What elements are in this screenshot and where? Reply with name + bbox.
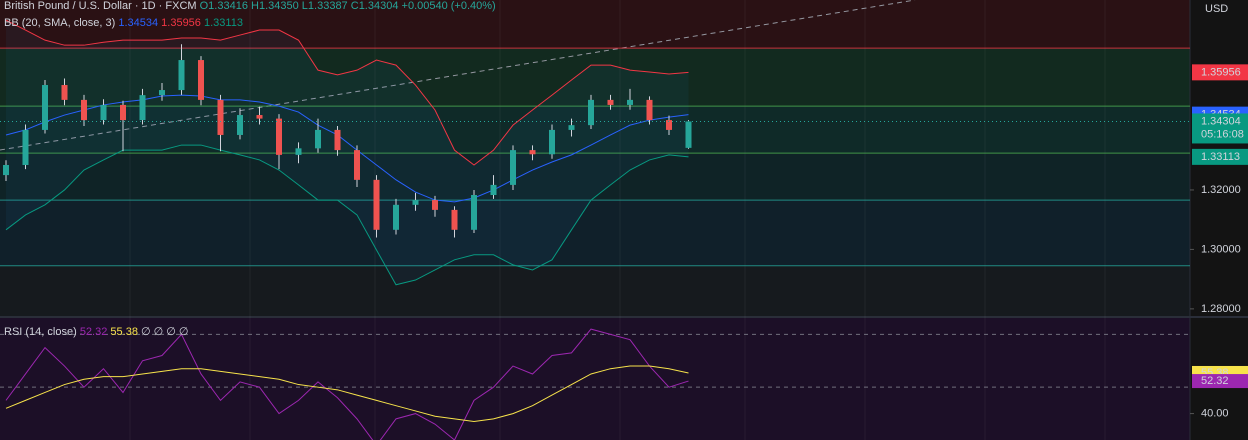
candle-body [334, 129, 341, 151]
price-plot [0, 19, 1190, 286]
candle-body [432, 200, 438, 210]
legend-item: +0.00540 (+0.40%) [402, 0, 496, 12]
legend-item: ∅ ∅ ∅ ∅ [141, 326, 189, 338]
price-badge-label: 1.33113 [1201, 151, 1240, 163]
candle-body [510, 150, 516, 185]
candle-body [373, 179, 380, 230]
legend-item: British Pound / U.S. Dollar · 1D · FXCM [4, 0, 197, 12]
rsi-badge [1192, 374, 1248, 389]
candle-body [100, 104, 107, 121]
legend-item: 55.38 [110, 326, 138, 338]
legend-item: O1.33416 [200, 0, 248, 12]
candle-body [315, 129, 321, 149]
legend-item: C1.34304 [351, 0, 399, 12]
candle-body [256, 115, 263, 119]
candle-body [666, 120, 672, 130]
legend-item: 52.32 [80, 326, 108, 338]
trend-line [0, 0, 916, 151]
candle-body [217, 99, 224, 135]
legend-item: L1.33387 [302, 0, 348, 12]
legend-item: 1.35956 [161, 17, 201, 29]
price-badge [1192, 64, 1248, 81]
candle-body [412, 200, 419, 205]
zone [0, 153, 1190, 200]
candle-body [61, 85, 68, 100]
zone [0, 0, 1190, 48]
legend-item: RSI (14, close) [4, 326, 77, 338]
price-badge-label: 1.34304 [1201, 115, 1241, 127]
candle-body [568, 125, 575, 130]
candle-body [607, 99, 614, 105]
countdown: 05:16:08 [1201, 128, 1244, 140]
candle-body [237, 115, 243, 135]
legend-row: BB (20, SMA, close, 3) 1.34534 1.35956 1… [4, 17, 243, 29]
v-grid [129, 0, 1106, 440]
candle-body [159, 90, 165, 96]
currency: USD [1205, 3, 1228, 15]
legend-item: 1.33113 [204, 17, 243, 29]
legend: British Pound / U.S. Dollar · 1D · FXCM … [4, 0, 496, 338]
candle-body [588, 99, 594, 126]
price-badge [1192, 113, 1248, 144]
candle-body [295, 148, 302, 155]
candle-body [120, 104, 126, 121]
candle-body [81, 99, 87, 121]
candle-body [139, 95, 146, 121]
rsi-line [5, 328, 689, 440]
price-badge-label: 1.35956 [1201, 66, 1241, 78]
candle-body [685, 121, 692, 148]
candle-body [471, 195, 477, 230]
candle-body [354, 150, 360, 180]
candle-body [490, 184, 497, 196]
zone [0, 200, 1190, 266]
band-line [5, 19, 689, 166]
legend-item: 1.34534 [118, 17, 158, 29]
candle-body [393, 204, 399, 230]
candle-body [549, 129, 555, 155]
rsi-tick-label: 40.00 [1201, 407, 1229, 419]
candle-body [22, 129, 29, 165]
candle-body [276, 118, 282, 155]
rsi-pane [0, 318, 1190, 440]
legend-row: RSI (14, close) 52.32 55.38 ∅ ∅ ∅ ∅ [4, 326, 189, 338]
price-scale: 1.320001.300001.280001.359561.345341.343… [1190, 64, 1248, 419]
candle-body [646, 99, 653, 121]
price-badge [1192, 148, 1248, 165]
band-line [5, 144, 689, 286]
candle-body [3, 164, 9, 176]
band-line [5, 94, 689, 203]
candle-body [42, 85, 48, 130]
y-tick-label: 1.28000 [1201, 303, 1241, 315]
candle-body [529, 150, 536, 155]
candle-body [198, 60, 204, 100]
rsi-line [5, 365, 689, 423]
candle-body [451, 209, 458, 230]
legend-item: BB (20, SMA, close, 3) [4, 17, 115, 29]
legend-item: H1.34350 [251, 0, 299, 12]
rsi-plot [0, 328, 1190, 440]
legend-row: British Pound / U.S. Dollar · 1D · FXCM … [4, 0, 496, 12]
candle-body [178, 60, 185, 91]
band-fill [6, 20, 689, 285]
candle-body [627, 99, 633, 105]
rsi-badge-label: 52.32 [1201, 375, 1229, 387]
y-tick-label: 1.30000 [1201, 243, 1241, 255]
y-tick-label: 1.32000 [1201, 184, 1241, 196]
